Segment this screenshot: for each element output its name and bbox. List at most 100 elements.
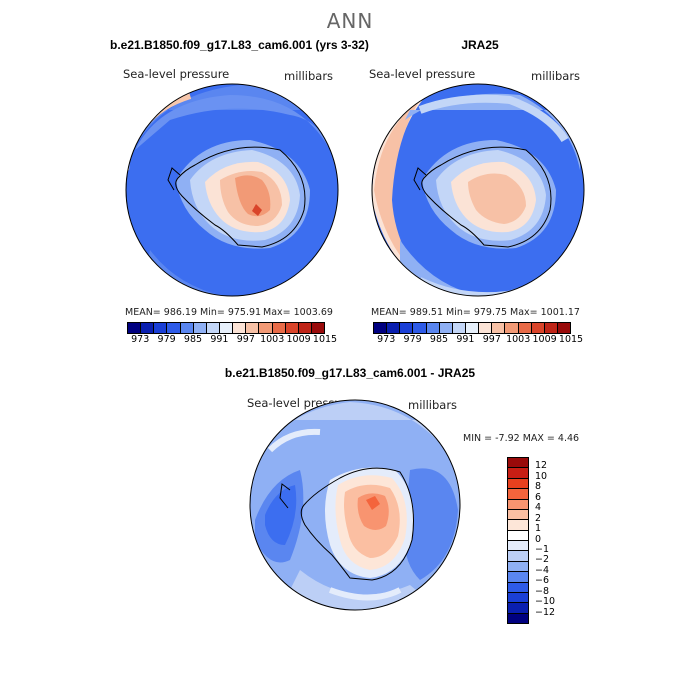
colorbar-tick-label: −1	[535, 543, 550, 555]
colorbar-swatch	[141, 323, 155, 333]
panel-units-label: millibars	[531, 69, 581, 83]
colorbar-swatch	[206, 323, 220, 333]
colorbar-obs: 973 979 985 991 997 1003 1009 1015	[373, 322, 583, 346]
colorbar-tick-label: 1003	[506, 334, 531, 345]
colorbar-tick-label: 8	[535, 481, 542, 493]
colorbar-swatch	[505, 323, 519, 333]
colorbar-tick-label: −12	[535, 606, 556, 618]
colorbar-swatch	[452, 323, 466, 333]
colorbar-swatch	[219, 323, 234, 333]
colorbar-swatch	[508, 458, 528, 469]
colorbar-tick-label: −2	[535, 554, 550, 566]
colorbar-swatch	[387, 323, 401, 333]
figure-title: ANN	[326, 9, 374, 33]
colorbar-tick-label: 985	[183, 334, 203, 345]
colorbar-swatch	[439, 323, 453, 333]
colorbar-swatch	[259, 323, 273, 333]
colorbar-tick-label: 997	[482, 334, 501, 345]
colorbar-swatch	[246, 323, 260, 333]
colorbar-swatch	[298, 323, 312, 333]
colorbar-ticks: 973 979 985 991 997 1003 1009 1015	[373, 334, 583, 346]
panel-title-obs: JRA25	[461, 38, 499, 52]
panel-title-model: b.e21.B1850.f09_g17.L83_cam6.001 (yrs 3-…	[110, 38, 369, 52]
colorbar-swatches	[507, 457, 529, 624]
colorbar-swatch	[128, 323, 142, 333]
colorbar-swatch	[272, 323, 286, 333]
colorbar-tick-label: 1015	[312, 334, 338, 345]
colorbar-swatch	[400, 323, 414, 333]
colorbar-swatch	[413, 323, 427, 333]
colorbar-swatch	[465, 323, 480, 333]
colorbar-tick-label: 4	[535, 502, 542, 514]
colorbar-swatch	[508, 509, 528, 521]
colorbar-tick-label: 1	[535, 523, 542, 535]
colorbar-tick-label: 973	[377, 334, 396, 345]
colorbar-swatch	[508, 603, 528, 614]
colorbar-tick-label: 12	[535, 460, 548, 472]
colorbar-ticks: 973 979 985 991 997 1003 1009 1015	[127, 334, 337, 346]
colorbar-tick-label: 2	[535, 512, 542, 524]
colorbar-swatches	[373, 322, 571, 334]
panel-min-stat: Min= 975.91	[200, 307, 262, 318]
colorbar-swatches	[127, 322, 325, 334]
colorbar-diff	[507, 457, 529, 624]
panel-variable-label: Sea-level pressure	[123, 67, 230, 81]
colorbar-swatch	[544, 323, 558, 333]
colorbar-tick-label: 997	[236, 334, 255, 345]
panel-mean-stat: MEAN= 986.19	[125, 307, 198, 318]
colorbar-tick-label: 1009	[532, 334, 557, 345]
colorbar-swatch	[492, 323, 506, 333]
colorbar-swatch	[479, 323, 493, 333]
colorbar-tick-label: 6	[535, 491, 542, 503]
colorbar-swatch	[193, 323, 207, 333]
colorbar-swatch	[557, 323, 571, 333]
colorbar-swatch	[508, 572, 528, 583]
panel-units-label: millibars	[284, 69, 334, 83]
colorbar-tick-label: −10	[535, 596, 556, 608]
colorbar-swatch	[508, 468, 528, 479]
colorbar-tick-label: 1015	[558, 334, 584, 345]
colorbar-tick-label: 991	[456, 334, 475, 345]
colorbar-swatch	[154, 323, 168, 333]
colorbar-tick-label: 1003	[260, 334, 285, 345]
colorbar-swatch	[508, 489, 528, 500]
colorbar-tick-label: 979	[157, 334, 176, 345]
colorbar-swatch	[167, 323, 181, 333]
colorbar-tick-label: 973	[131, 334, 150, 345]
colorbar-tick-label: 10	[535, 470, 548, 482]
colorbar-swatch	[374, 323, 388, 333]
panel-min-stat: Min= 979.75	[446, 307, 508, 318]
panel-mean-stat: MEAN= 989.51	[371, 307, 444, 318]
colorbar-swatch	[518, 323, 532, 333]
colorbar-tick-label: 979	[403, 334, 422, 345]
panel-max-stat: Max= 1003.69	[263, 307, 333, 318]
colorbar-swatch	[508, 592, 528, 604]
colorbar-tick-label: −6	[535, 575, 550, 587]
panel-variable-label: Sea-level pressure	[369, 67, 476, 81]
colorbar-swatch	[508, 551, 528, 562]
colorbar-tick-label: 985	[429, 334, 449, 345]
colorbar-swatch	[531, 323, 545, 333]
colorbar-swatch	[508, 613, 528, 623]
colorbar-tick-label: 1009	[286, 334, 311, 345]
colorbar-swatch	[508, 541, 528, 552]
colorbar-swatch	[285, 323, 299, 333]
colorbar-swatch	[508, 561, 528, 573]
colorbar-swatch	[508, 520, 528, 531]
colorbar-swatch	[508, 530, 528, 541]
colorbar-swatch	[508, 499, 528, 510]
colorbar-swatch	[508, 582, 528, 593]
colorbar-ticks: 12 10 8 6 4 2 1 0 −1 −2 −4 −6 −8 −10 −12	[535, 457, 575, 624]
colorbar-tick-label: 991	[210, 334, 229, 345]
panel-title-diff: b.e21.B1850.f09_g17.L83_cam6.001 - JRA25	[224, 366, 476, 380]
colorbar-tick-label: 0	[535, 533, 542, 545]
colorbar-swatch	[508, 478, 528, 490]
diff-minmax-stat: MIN = -7.92 MAX = 4.46	[463, 433, 580, 444]
panel-units-label: millibars	[408, 398, 458, 412]
panel-max-stat: Max= 1001.17	[510, 307, 580, 318]
colorbar-swatch	[180, 323, 194, 333]
colorbar-tick-label: −4	[535, 564, 550, 576]
